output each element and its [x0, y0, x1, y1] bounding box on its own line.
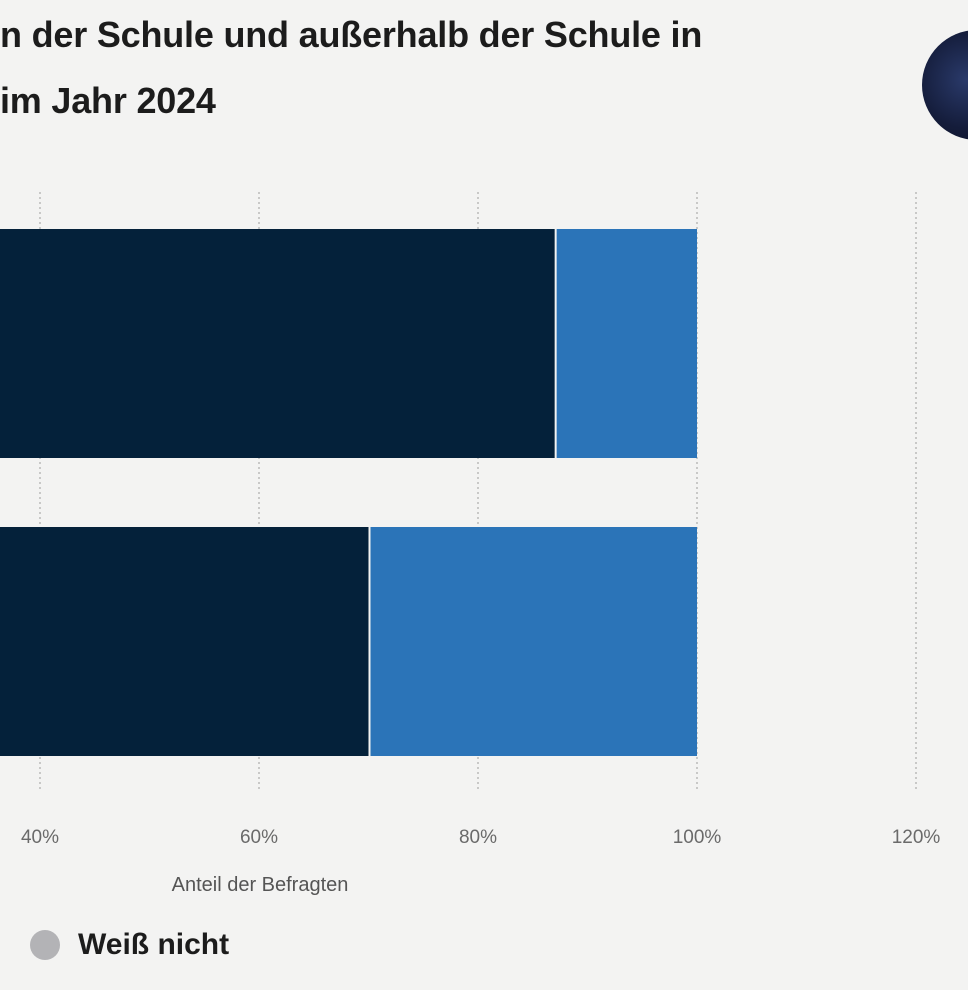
- x-tick-label-2: 80%: [459, 827, 497, 848]
- legend: Weiß nicht: [30, 928, 229, 962]
- bar-1-segment-2[interactable]: [556, 229, 697, 458]
- bar-1-segment-1[interactable]: [0, 229, 555, 458]
- bars: [0, 229, 697, 756]
- chart-title-line-2: im Jahr 2024: [0, 80, 216, 121]
- legend-swatch-weiss-nicht: [30, 930, 60, 960]
- x-tick-label-4: 120%: [892, 827, 941, 848]
- x-axis-title: Anteil der Befragten: [172, 874, 349, 896]
- bar-2-segment-2[interactable]: [370, 527, 698, 756]
- chart-title-line-1: n der Schule und außerhalb der Schule in: [0, 14, 703, 55]
- bar-2-segment-1[interactable]: [0, 527, 369, 756]
- x-axis-ticks: 40% 60% 80% 100% 120%: [21, 827, 940, 848]
- legend-label-weiss-nicht[interactable]: Weiß nicht: [78, 928, 230, 961]
- x-tick-label-3: 100%: [673, 827, 722, 848]
- x-tick-label-0: 40%: [21, 827, 59, 848]
- x-tick-label-1: 60%: [240, 827, 278, 848]
